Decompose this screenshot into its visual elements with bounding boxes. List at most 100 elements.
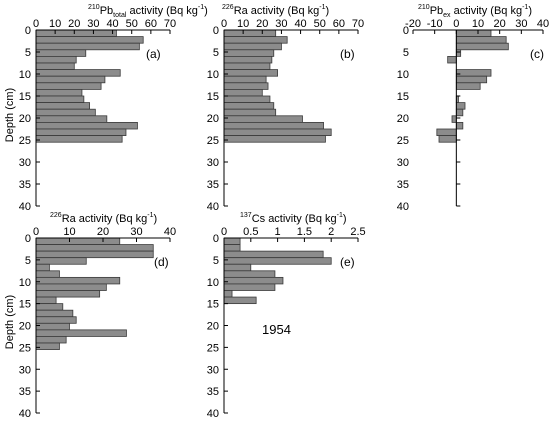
y-tick-label-b-4: 20 <box>207 113 219 125</box>
panel-b-title: 226Ra activity (Bq kg-1) <box>222 4 329 17</box>
panel-d-label: (d) <box>154 255 169 269</box>
bar-a-13 <box>35 115 108 123</box>
y-tick-label-e-4: 20 <box>207 321 219 333</box>
bar-e-8 <box>223 290 233 298</box>
y-tick-label-e-7: 35 <box>207 386 219 398</box>
title-part-unitsup: -1 <box>147 212 153 219</box>
bar-a-8 <box>35 82 102 90</box>
x-tick-label-a-5: 50 <box>126 18 138 30</box>
bar-e-3 <box>223 257 332 265</box>
bar-d-12 <box>35 316 77 324</box>
y-tick-label-b-0: 0 <box>213 25 219 37</box>
title-part-unitsup: -1 <box>337 212 343 219</box>
bar-b-9 <box>223 89 263 97</box>
title-part-sup: 137 <box>240 212 252 219</box>
y-tick-label-a-7: 35 <box>19 179 31 191</box>
y-tick-label-a-0: 0 <box>25 25 31 37</box>
panel-d: 226Ra activity (Bq kg-1) Depth (cm) (d) … <box>4 212 176 420</box>
y-tick-label-e-6: 30 <box>207 364 219 376</box>
y-tick-label-b-8: 40 <box>207 201 219 213</box>
y-tick-label-a-6: 30 <box>19 157 31 169</box>
y-tick-label-d-8: 40 <box>19 408 31 420</box>
bar-b-16 <box>223 135 326 143</box>
bar-b-4 <box>223 56 273 64</box>
x-tick-label-a-2: 20 <box>68 18 80 30</box>
y-tick-label-e-5: 25 <box>207 342 219 354</box>
title-part-end: ) <box>204 5 208 17</box>
panel-b: 226Ra activity (Bq kg-1) (b) 0 10 20 30 40 50… <box>207 4 364 213</box>
bar-d-4 <box>35 263 50 272</box>
y-tick-label-a-5: 25 <box>19 135 31 147</box>
x-tick-label-b-4: 40 <box>294 18 306 30</box>
y-tick-label-d-3: 15 <box>19 299 31 311</box>
bar-c-1 <box>455 36 507 44</box>
x-tick-label-c-0: -20 <box>405 18 421 30</box>
panel-a-title: 210Pbtotal activity (Bq kg-1) <box>88 4 208 19</box>
bar-e-0 <box>223 237 241 245</box>
title-part-unitsup: -1 <box>319 4 325 11</box>
y-tick-label-b-6: 30 <box>207 157 219 169</box>
x-tick-label-c-3: 10 <box>472 18 484 30</box>
bar-b-10 <box>223 95 271 103</box>
x-tick-label-e-4: 2 <box>328 226 334 238</box>
bar-b-0 <box>223 29 277 37</box>
panel-a-label: (a) <box>146 47 161 61</box>
bar-e-9 <box>223 296 257 305</box>
bar-a-15 <box>35 128 127 136</box>
x-tick-label-c-1: -10 <box>427 18 443 30</box>
x-tick-label-a-7: 70 <box>164 18 176 30</box>
y-tick-label-d-5: 25 <box>19 342 31 354</box>
y-tick-label-c-8: 40 <box>397 201 409 213</box>
title-part-end: ) <box>154 213 158 225</box>
bar-b-12 <box>223 108 277 117</box>
x-tick-label-a-0: 0 <box>33 18 39 30</box>
bar-a-14 <box>35 122 138 130</box>
y-tick-label-a-3: 15 <box>19 91 31 103</box>
bar-a-11 <box>35 102 90 110</box>
y-tick-label-d-7: 35 <box>19 386 31 398</box>
y-tick-label-b-7: 35 <box>207 179 219 191</box>
bar-d-1 <box>35 244 154 252</box>
bar-d-15 <box>35 336 67 344</box>
y-tick-label-c-4: 20 <box>397 113 409 125</box>
bar-a-12 <box>35 108 96 117</box>
y-tick-label-d-4: 20 <box>19 321 31 333</box>
title-part-main: Cs activity (Bq kg <box>252 213 337 225</box>
bar-b-13 <box>223 115 303 123</box>
title-part-end: ) <box>326 5 330 17</box>
title-part-sup: 210 <box>418 4 430 11</box>
x-tick-label-c-5: 30 <box>515 18 527 30</box>
bar-a-0 <box>35 29 117 37</box>
y-tick-label-b-5: 25 <box>207 135 219 147</box>
panel-e-title: 137Cs activity (Bq kg-1) <box>240 212 347 225</box>
bar-b-15 <box>223 128 332 136</box>
title-part-rest: activity (Bq kg <box>451 5 523 17</box>
y-tick-label-c-3: 15 <box>397 91 409 103</box>
bar-b-14 <box>223 122 324 130</box>
y-tick-label-e-1: 5 <box>213 255 219 267</box>
bar-c-9 <box>455 102 466 110</box>
title-part-end: ) <box>343 213 347 225</box>
y-tick-label-d-2: 10 <box>19 277 31 289</box>
bar-c-10 <box>455 108 464 117</box>
x-tick-label-e-3: 1.5 <box>297 226 312 238</box>
bar-e-2 <box>223 250 324 259</box>
x-tick-label-e-5: 2.5 <box>350 226 365 238</box>
bar-d-11 <box>35 309 74 318</box>
y-tick-label-e-0: 0 <box>213 233 219 245</box>
panel-a: 210Pbtotal activity (Bq kg-1) Depth (cm)… <box>4 4 208 213</box>
panel-c-title: 210Pbex activity (Bq kg-1) <box>418 4 532 19</box>
y-tick-label-c-2: 10 <box>397 69 409 81</box>
bar-d-5 <box>35 270 60 278</box>
y-tick-label-c-0: 0 <box>403 25 409 37</box>
panel-e: 137Cs activity (Bq kg-1) (e) 1954 0 0.5 1 1… <box>207 212 366 420</box>
bar-b-3 <box>223 49 275 57</box>
panel-a-ylabel: Depth (cm) <box>4 88 16 142</box>
panel-e-annotation: 1954 <box>262 322 291 337</box>
title-part-sup: 226 <box>50 212 62 219</box>
x-tick-label-d-1: 10 <box>63 226 75 238</box>
bar-c-12 <box>455 122 464 130</box>
x-tick-label-a-6: 60 <box>145 18 157 30</box>
y-tick-label-c-5: 25 <box>397 135 409 147</box>
